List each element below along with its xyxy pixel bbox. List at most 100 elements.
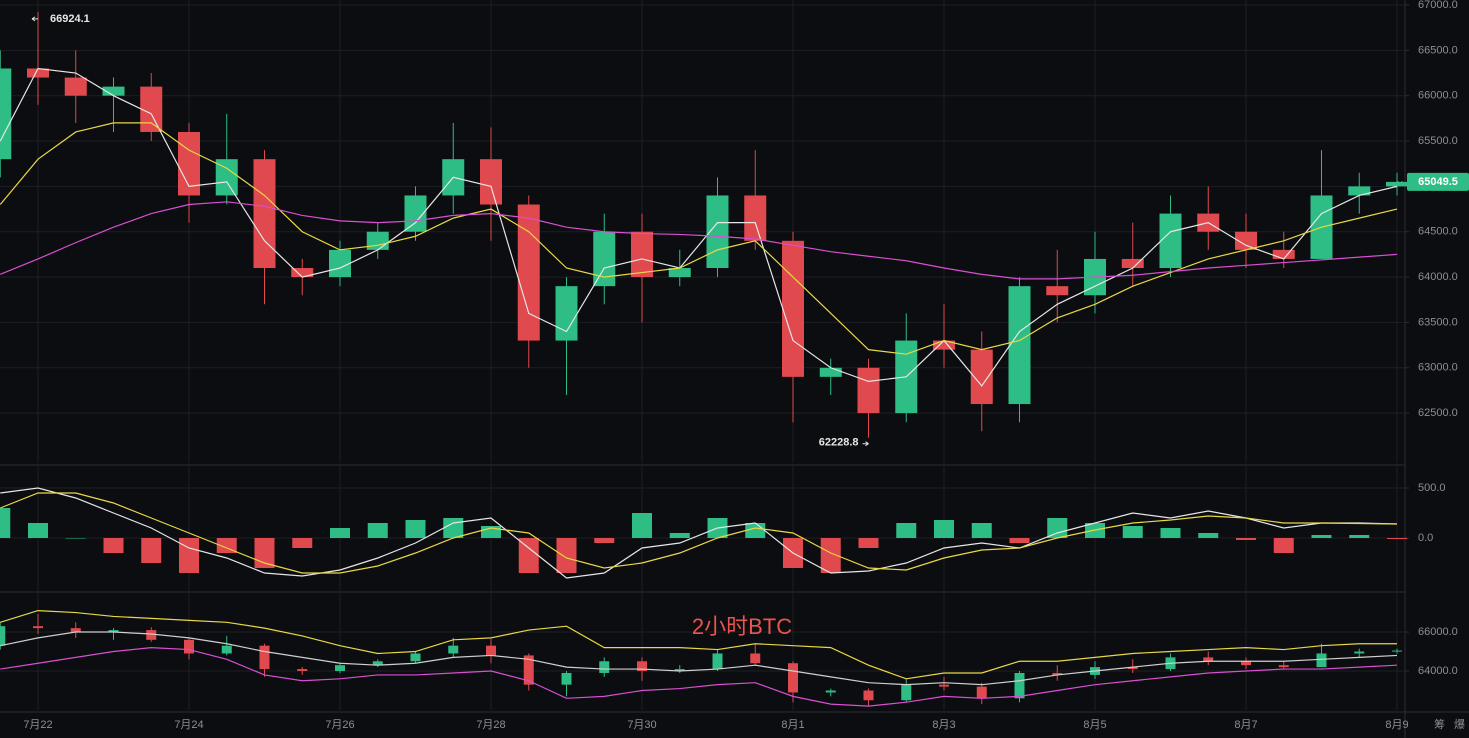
macd-bar — [1047, 518, 1068, 538]
macd-bar — [518, 538, 539, 573]
candle-body — [297, 669, 308, 672]
candle-body — [1052, 672, 1063, 675]
macd-bar — [216, 538, 237, 553]
candle-body — [933, 340, 955, 350]
x-tick-label: 7月30 — [627, 719, 656, 731]
candle-body — [523, 655, 534, 685]
macd-bar — [179, 538, 199, 573]
macd-bar — [405, 520, 426, 538]
x-tick-label: 7月22 — [23, 719, 52, 731]
x-tick-label: 7月26 — [325, 719, 354, 731]
candle-body — [857, 367, 880, 414]
macd-bar — [141, 538, 162, 563]
candle-body — [410, 653, 421, 662]
candle-body — [1121, 258, 1144, 269]
last-price-label: 65049.5 — [1418, 176, 1458, 188]
macd-bar — [330, 528, 350, 538]
candle-body — [863, 690, 874, 701]
candle-body — [0, 68, 12, 160]
indicator-line — [0, 487, 1398, 579]
candle-body — [674, 669, 685, 672]
chart-annotation: 2小时BTC — [692, 614, 792, 639]
y-tick-label: 500.0 — [1418, 482, 1446, 494]
y-tick-label: 64500.0 — [1418, 226, 1458, 238]
macd-bar — [858, 538, 879, 548]
candle-body — [819, 367, 842, 377]
candle-body — [291, 268, 314, 278]
low-label: 62228.8 — [819, 437, 859, 449]
candle-body — [27, 68, 49, 78]
indicator-line — [0, 647, 1398, 707]
y-tick-label: 66000.0 — [1418, 90, 1458, 102]
candle-body — [668, 268, 691, 278]
candle-body — [335, 665, 345, 672]
candle-body — [329, 249, 351, 278]
macd-bar — [28, 523, 48, 538]
candle-body — [184, 639, 194, 654]
macd-bar — [1122, 526, 1143, 538]
macd-bar — [669, 533, 690, 538]
x-tick-label: 7月24 — [174, 719, 203, 731]
y-tick-label: 66000.0 — [1418, 626, 1458, 638]
candle-body — [939, 684, 949, 687]
candle-body — [706, 195, 729, 269]
candle-body — [1316, 653, 1327, 668]
y-tick-label: 63000.0 — [1418, 362, 1458, 374]
candle-body — [1235, 231, 1257, 250]
x-tick-label: 8月7 — [1234, 719, 1257, 731]
candle-body — [788, 663, 798, 693]
toolbar-icon[interactable]: 筹 — [1434, 717, 1445, 731]
macd-bar — [103, 538, 124, 553]
x-tick-label: 8月3 — [932, 719, 955, 731]
candle-body — [637, 661, 647, 672]
candle-body — [259, 645, 270, 670]
candle-body — [593, 231, 616, 287]
macd-bar — [1009, 538, 1030, 543]
y-tick-label: 63500.0 — [1418, 316, 1458, 328]
candle-body — [253, 159, 276, 269]
macd-bar — [896, 523, 917, 538]
macd-bar — [65, 538, 86, 539]
candle-body — [102, 86, 125, 96]
candle-body — [70, 628, 81, 633]
candle-body — [1159, 213, 1182, 269]
candle-body — [108, 630, 119, 633]
macd-bar — [820, 538, 841, 573]
candle-body — [215, 159, 238, 196]
candle-body — [178, 131, 200, 196]
indicator-line — [0, 67, 1398, 387]
candle-body — [782, 240, 804, 377]
y-tick-label: 0.0 — [1418, 532, 1433, 544]
x-tick-label: 8月5 — [1083, 719, 1106, 731]
indicator-line — [0, 631, 1398, 686]
candle-body — [33, 626, 43, 629]
last-price-tag — [1407, 172, 1469, 191]
y-tick-label: 64000.0 — [1418, 665, 1458, 677]
candle-body — [976, 686, 987, 699]
macd-bar — [594, 538, 615, 543]
high-label: 66924.1 — [50, 13, 90, 25]
candle-body — [1278, 665, 1289, 668]
macd-bar — [556, 538, 577, 573]
macd-bar — [1387, 538, 1407, 539]
arrow — [862, 441, 869, 447]
candle-body — [221, 645, 232, 654]
candle-body — [140, 86, 163, 132]
candle-body — [1046, 286, 1069, 296]
candle-body — [448, 645, 459, 654]
macd-bar — [0, 508, 11, 538]
candle-body — [1354, 651, 1365, 654]
candle-body — [561, 672, 572, 685]
y-tick-label: 62500.0 — [1418, 407, 1458, 419]
indicator-line — [0, 122, 1398, 355]
toolbar-icon[interactable]: 爆 — [1454, 717, 1465, 731]
candle-body — [599, 661, 610, 673]
candle-body — [64, 77, 87, 96]
arrow — [31, 16, 38, 22]
y-tick-label: 64000.0 — [1418, 271, 1458, 283]
candle-body — [555, 286, 578, 341]
candle-body — [1272, 249, 1295, 259]
candle-body — [486, 645, 496, 656]
